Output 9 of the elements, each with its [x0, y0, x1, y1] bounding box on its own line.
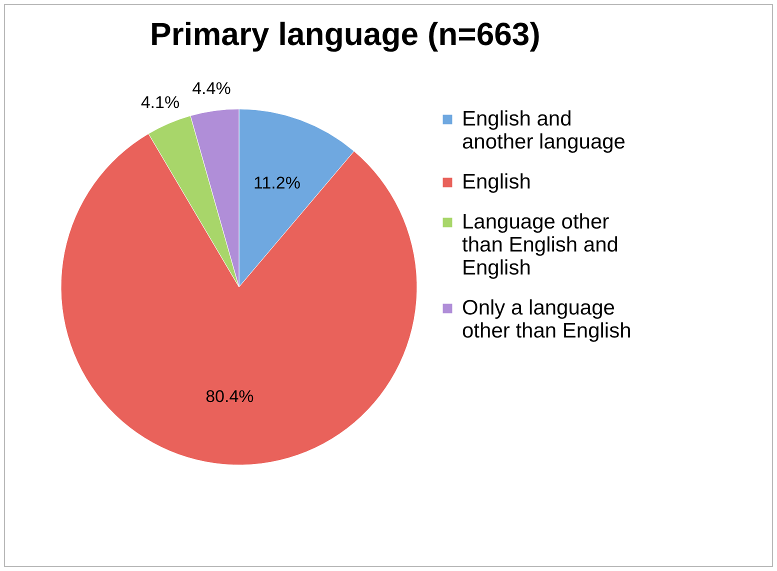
legend-label: English	[462, 170, 531, 194]
legend-label: Language other than English and English	[462, 210, 618, 280]
legend-label: Only a language other than English	[462, 296, 632, 342]
data-label: 80.4%	[206, 386, 254, 406]
legend-label: English and another language	[462, 108, 626, 154]
data-label: 11.2%	[254, 173, 300, 192]
data-label: 4.4%	[192, 78, 231, 98]
chart-title: Primary language (n=663)	[150, 16, 540, 52]
data-label: 4.1%	[140, 93, 180, 112]
